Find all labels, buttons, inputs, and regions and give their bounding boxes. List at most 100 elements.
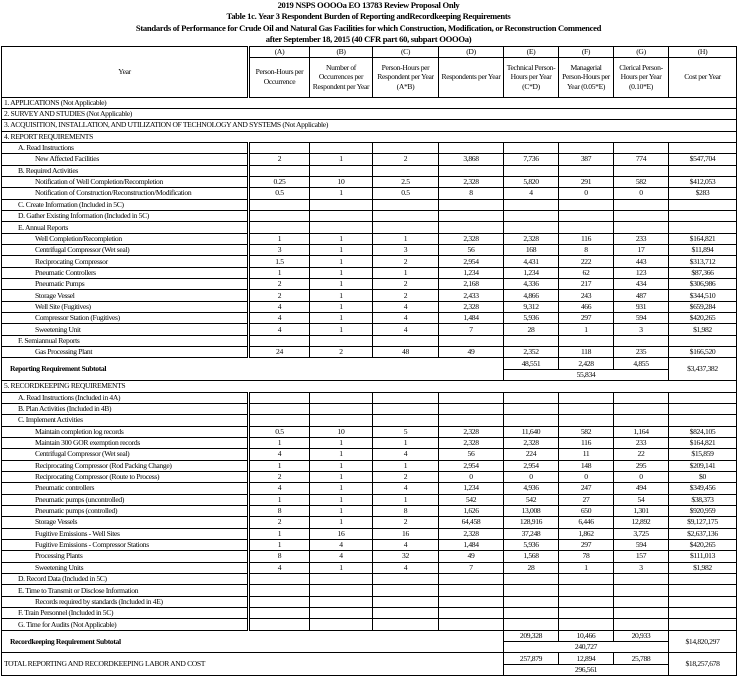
cell-c <box>372 391 439 404</box>
cell-a <box>248 198 310 212</box>
subtotal-technical: 209,328 <box>503 629 559 642</box>
cell-f: 243 <box>558 289 614 302</box>
cell-g <box>613 221 669 234</box>
cell-d: 2,328 <box>438 527 504 540</box>
cell-g: 774 <box>613 153 669 166</box>
cell-a <box>248 572 310 586</box>
cell-d: 2,328 <box>438 232 504 246</box>
cell-f: 1,862 <box>558 527 614 540</box>
letter-a: (A) <box>248 45 310 58</box>
row-label: Processing Plants <box>1 550 250 563</box>
cell-c <box>372 402 439 416</box>
cell-h: $920,959 <box>668 504 737 518</box>
cell-f: 78 <box>558 550 614 563</box>
cell-g: 295 <box>613 459 669 472</box>
cell-a <box>248 607 310 620</box>
row-label: New Affected Facilities <box>1 153 250 166</box>
cell-h: $420,265 <box>668 538 737 552</box>
cell-d <box>438 141 504 155</box>
subsection-row: F. Train Personnel (Included in 5C) <box>1 607 737 620</box>
cell-c: 5 <box>372 425 439 438</box>
column-header-row: Person-Hours per Occurrence Number of Oc… <box>2 56 737 98</box>
cell-d: 8 <box>438 187 504 200</box>
cell-a: 1 <box>248 538 310 552</box>
cell-f <box>558 391 614 404</box>
header-d: Respondents per Year <box>438 56 504 98</box>
cell-c: 2 <box>372 278 439 291</box>
cell-e <box>503 198 559 212</box>
row-label: Pneumatic pumps (controlled) <box>1 504 250 518</box>
table-row: Well Completion/Recompletion 1 1 1 2,328 2,32… <box>1 232 737 246</box>
cell-c: 2.5 <box>372 175 439 189</box>
cell-b: 1 <box>309 153 373 166</box>
cell-a: 0.5 <box>248 425 310 438</box>
row-label: Gas Processing Plant <box>1 346 250 359</box>
subtotal-label: Recordkeeping Requirement Subtotal <box>1 629 504 654</box>
cell-a: 2 <box>248 289 310 302</box>
cell-g: 582 <box>613 175 669 189</box>
cell-h <box>668 334 737 348</box>
cell-a: 2 <box>248 470 310 484</box>
cell-e <box>503 141 559 155</box>
table-row: Notification of Well Completion/Recomple… <box>1 175 737 189</box>
table-row: Pneumatic controllers 4 1 4 1,234 4,936 247 494… <box>1 482 737 495</box>
title-line-3: Standards of Performance for Crude Oil a… <box>135 22 602 33</box>
cell-f <box>558 584 614 597</box>
cell-e: 37,248 <box>503 527 559 540</box>
table-row: Centrifugal Compressor (Wet seal) 4 1 4 56 22… <box>1 448 737 461</box>
cell-g <box>613 572 669 586</box>
table-row: Pneumatic Pumps 2 1 2 2,168 4,336 217 434 $306,9… <box>1 278 737 291</box>
cell-f <box>558 141 614 155</box>
cell-h <box>668 414 737 427</box>
row-label: A. Read Instructions <box>1 141 250 155</box>
cell-a: 4 <box>248 482 310 495</box>
cell-b <box>309 572 373 586</box>
cell-h: $1,982 <box>668 561 737 575</box>
subtotal-clerical: 4,855 <box>613 357 669 370</box>
row-label: Reciprocating Compressor <box>1 255 250 268</box>
cell-d: 542 <box>438 493 504 506</box>
header-e: Technical Person-Hours per Year (C*D) <box>503 56 559 98</box>
cell-c: 4 <box>372 561 439 575</box>
cell-a: 0.5 <box>248 187 310 200</box>
cell-d: 2,328 <box>438 425 504 438</box>
cell-e: 2,352 <box>503 346 559 359</box>
cell-a: 3 <box>248 244 310 257</box>
cell-h: $412,053 <box>668 175 737 189</box>
cell-e: 5,936 <box>503 538 559 552</box>
subsection-row: D. Gather Existing Information (Included… <box>1 209 737 223</box>
cell-d: 49 <box>438 346 504 359</box>
cell-h: $164,821 <box>668 232 737 246</box>
cell-d: 64,458 <box>438 516 504 529</box>
cell-e <box>503 595 559 609</box>
cell-b: 1 <box>309 244 373 257</box>
cell-e: 2,328 <box>503 436 559 450</box>
cell-e <box>503 402 559 416</box>
cell-a: 1 <box>248 232 310 246</box>
title-line-4: after September 18, 2015 (40 CFR part 60… <box>265 34 472 45</box>
row-label: Pneumatic Controllers <box>1 266 250 280</box>
cell-e: 5,820 <box>503 175 559 189</box>
cell-h: $38,373 <box>668 493 737 506</box>
cell-b: 1 <box>309 255 373 268</box>
cell-c <box>372 141 439 155</box>
row-label: Pneumatic Pumps <box>1 278 250 291</box>
subtotal-clerical: 25,788 <box>613 652 669 665</box>
cell-a <box>248 414 310 427</box>
section-label: 2. SURVEY AND STUDIES (Not Applicable) <box>1 107 737 121</box>
cell-a: 8 <box>248 550 310 563</box>
cell-g <box>613 209 669 223</box>
cell-b: 16 <box>309 527 373 540</box>
cell-a: 4 <box>248 312 310 325</box>
cell-f: 118 <box>558 346 614 359</box>
cell-h: $306,986 <box>668 278 737 291</box>
row-label: D. Gather Existing Information (Included… <box>1 209 250 223</box>
cell-f: 291 <box>558 175 614 189</box>
cell-a <box>248 141 310 155</box>
letter-g: (G) <box>613 45 669 58</box>
cell-g <box>613 198 669 212</box>
subtotal-row: Recordkeeping Requirement Subtotal 209,32… <box>1 629 737 654</box>
row-label: Reciprocating Compressor (Route to Proce… <box>1 470 250 484</box>
table-row: Compressor Station (Fugitives) 4 1 4 1,484 5,… <box>1 312 737 325</box>
cell-e <box>503 334 559 348</box>
